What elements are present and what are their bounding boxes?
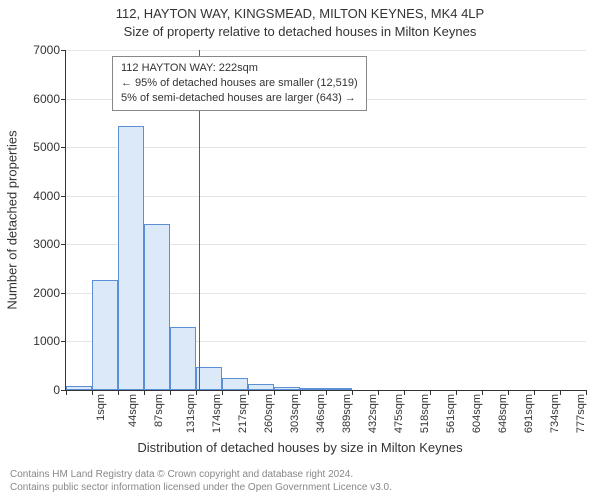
chart-plot-area: 01000200030004000500060007000112 HAYTON … xyxy=(65,50,586,391)
annotation-line: 5% of semi-detached houses are larger (6… xyxy=(121,91,358,106)
x-tick xyxy=(326,390,327,395)
x-tick-label: 346sqm xyxy=(315,394,327,433)
histogram-bar xyxy=(248,384,274,390)
histogram-bar xyxy=(118,126,144,390)
x-tick xyxy=(248,390,249,395)
histogram-bar xyxy=(170,327,196,390)
x-tick xyxy=(534,390,535,395)
footer-line-1: Contains HM Land Registry data © Crown c… xyxy=(10,468,392,481)
footer-line-2: Contains public sector information licen… xyxy=(10,481,392,494)
y-gridline xyxy=(66,196,586,197)
x-tick xyxy=(118,390,119,395)
x-tick-label: 561sqm xyxy=(445,394,457,433)
annotation-line: 112 HAYTON WAY: 222sqm xyxy=(121,61,358,76)
y-tick-label: 1000 xyxy=(33,334,60,348)
histogram-bar xyxy=(326,388,352,390)
y-gridline xyxy=(66,50,586,51)
y-tick xyxy=(61,196,66,197)
y-tick-label: 0 xyxy=(53,383,60,397)
y-tick xyxy=(61,99,66,100)
x-tick-label: 777sqm xyxy=(575,394,587,433)
y-tick xyxy=(61,341,66,342)
x-tick xyxy=(66,390,67,395)
x-tick-label: 174sqm xyxy=(211,394,223,433)
y-tick-label: 6000 xyxy=(33,92,60,106)
y-tick-label: 2000 xyxy=(33,286,60,300)
x-tick-label: 87sqm xyxy=(153,394,165,427)
x-tick-label: 518sqm xyxy=(419,394,431,433)
x-tick xyxy=(274,390,275,395)
histogram-bar xyxy=(300,388,326,390)
x-tick-label: 648sqm xyxy=(497,394,509,433)
x-tick-label: 131sqm xyxy=(185,394,197,433)
x-tick-label: 303sqm xyxy=(289,394,301,433)
x-tick xyxy=(170,390,171,395)
x-tick xyxy=(196,390,197,395)
x-tick xyxy=(92,390,93,395)
x-tick-label: 44sqm xyxy=(127,394,139,427)
x-tick-label: 475sqm xyxy=(393,394,405,433)
x-tick xyxy=(430,390,431,395)
y-tick-label: 7000 xyxy=(33,43,60,57)
x-tick-label: 604sqm xyxy=(471,394,483,433)
histogram-bar xyxy=(66,386,92,390)
y-tick xyxy=(61,293,66,294)
y-tick-label: 5000 xyxy=(33,140,60,154)
y-axis-label: Number of detached properties xyxy=(5,130,20,309)
annotation-line: ← 95% of detached houses are smaller (12… xyxy=(121,76,358,91)
x-tick xyxy=(560,390,561,395)
footer-attribution: Contains HM Land Registry data © Crown c… xyxy=(10,468,392,494)
y-gridline xyxy=(66,147,586,148)
x-tick xyxy=(300,390,301,395)
histogram-bar xyxy=(222,378,248,390)
x-tick-label: 691sqm xyxy=(523,394,535,433)
x-tick xyxy=(144,390,145,395)
histogram-bar xyxy=(274,387,300,390)
x-tick xyxy=(352,390,353,395)
annotation-box: 112 HAYTON WAY: 222sqm← 95% of detached … xyxy=(112,56,367,111)
x-tick xyxy=(586,390,587,395)
y-tick xyxy=(61,147,66,148)
y-tick xyxy=(61,50,66,51)
x-tick xyxy=(456,390,457,395)
x-axis-label: Distribution of detached houses by size … xyxy=(0,440,600,455)
x-tick xyxy=(222,390,223,395)
y-tick-label: 4000 xyxy=(33,189,60,203)
x-tick-label: 217sqm xyxy=(237,394,249,433)
chart-title-main: 112, HAYTON WAY, KINGSMEAD, MILTON KEYNE… xyxy=(0,6,600,21)
x-tick xyxy=(508,390,509,395)
histogram-bar xyxy=(144,224,170,390)
x-tick xyxy=(378,390,379,395)
x-tick-label: 389sqm xyxy=(341,394,353,433)
chart-title-sub: Size of property relative to detached ho… xyxy=(0,24,600,39)
x-tick-label: 734sqm xyxy=(549,394,561,433)
y-tick xyxy=(61,244,66,245)
y-tick-label: 3000 xyxy=(33,237,60,251)
x-tick-label: 1sqm xyxy=(95,394,107,421)
x-tick xyxy=(482,390,483,395)
x-tick-label: 432sqm xyxy=(367,394,379,433)
x-tick-label: 260sqm xyxy=(263,394,275,433)
histogram-bar xyxy=(92,280,118,390)
x-tick xyxy=(404,390,405,395)
